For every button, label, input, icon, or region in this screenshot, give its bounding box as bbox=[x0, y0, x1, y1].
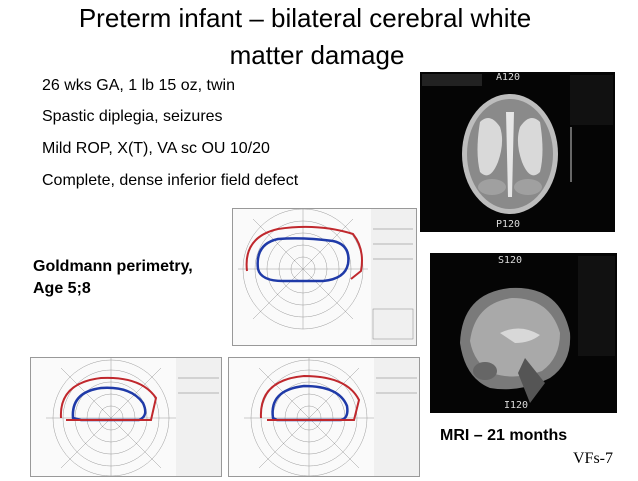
bullet-field-defect: Complete, dense inferior field defect bbox=[42, 172, 299, 189]
bullet-ga: 26 wks GA, 1 lb 15 oz, twin bbox=[42, 77, 235, 94]
mri-axial-image: A120 P120 bbox=[420, 72, 615, 232]
mri-axial-marker-bottom: P120 bbox=[496, 219, 521, 230]
goldmann-chart-bottom-left bbox=[30, 357, 222, 477]
goldmann-chart-bottom-right bbox=[228, 357, 420, 477]
slide-title-line-2: matter damage bbox=[229, 40, 405, 70]
mri-sagittal-image: S120 I120 bbox=[430, 253, 617, 413]
slide-title-line-1: Preterm infant – bilateral cerebral whit… bbox=[78, 3, 532, 33]
mri-sagittal-marker-top: S120 bbox=[498, 255, 523, 266]
mri-axial-marker-top: A120 bbox=[496, 72, 521, 83]
mri-label: MRI – 21 months bbox=[440, 427, 568, 444]
slide-number: VFs-7 bbox=[573, 450, 614, 467]
goldmann-label-line-1: Goldmann perimetry, bbox=[33, 258, 193, 275]
bullet-rop: Mild ROP, X(T), VA sc OU 10/20 bbox=[42, 140, 270, 157]
mri-sagittal-marker-bottom: I120 bbox=[504, 400, 529, 411]
goldmann-label-line-2: Age 5;8 bbox=[33, 280, 91, 297]
goldmann-chart-top bbox=[232, 208, 417, 346]
bullet-diplegia: Spastic diplegia, seizures bbox=[42, 108, 223, 125]
